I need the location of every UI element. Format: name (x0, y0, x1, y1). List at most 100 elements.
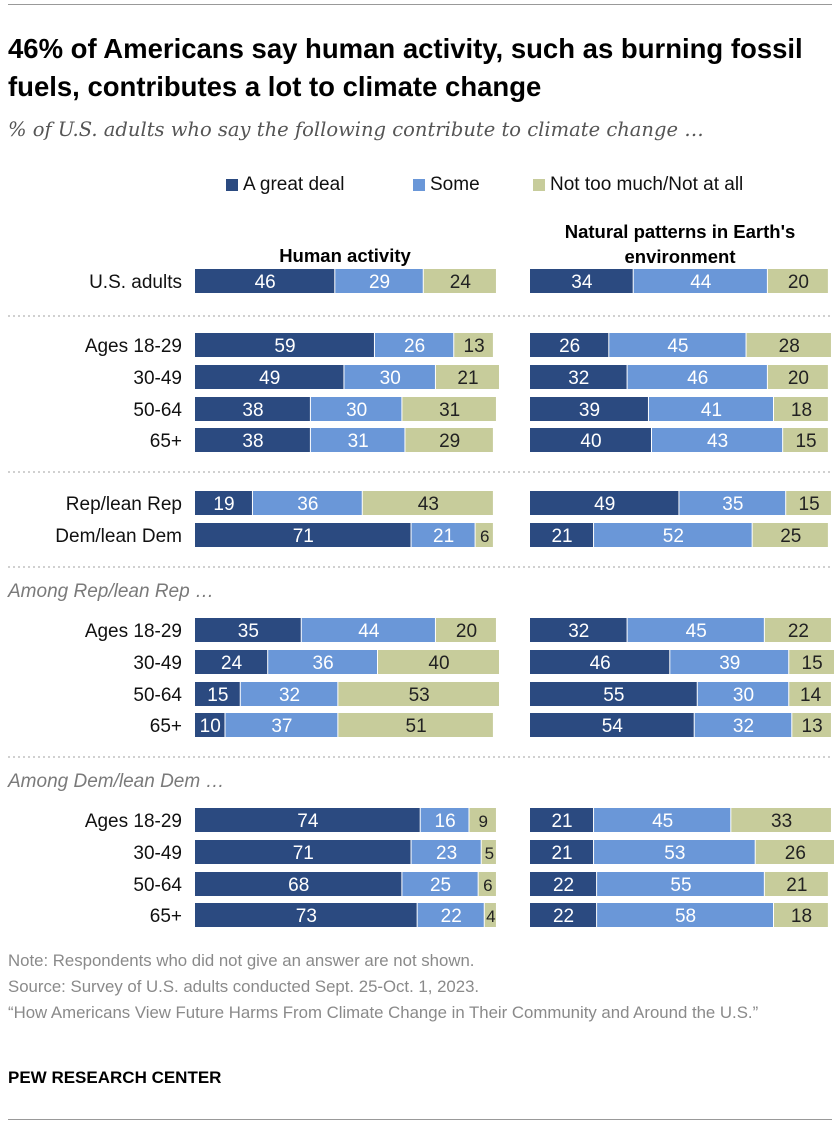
bar-segment-natural-great-deal (530, 333, 609, 357)
bar-segment-natural-great-deal (530, 618, 627, 642)
bar-value-label: 9 (478, 812, 487, 831)
bar-value-label: 71 (293, 526, 314, 547)
bar-segment-natural-not-much (774, 397, 828, 421)
bar-value-label: 22 (441, 906, 462, 927)
bar-segment-human-not-much (454, 333, 493, 357)
bar-value-label: 53 (409, 685, 430, 706)
row-label: 30-49 (133, 843, 182, 864)
bar-segment-human-some (268, 650, 377, 674)
bar-value-label: 21 (551, 526, 572, 547)
bar-value-label: 20 (788, 272, 809, 293)
bar-value-label: 74 (297, 811, 319, 832)
bar-value-label: 32 (279, 685, 300, 706)
bar-value-label: 24 (450, 272, 472, 293)
group-header: Among Rep/lean Rep … (7, 581, 214, 602)
bar-segment-human-great-deal (195, 333, 374, 357)
bar-value-label: 45 (667, 336, 688, 357)
bar-segment-natural-some (594, 523, 752, 547)
bar-segment-natural-some (594, 840, 755, 864)
bar-segment-natural-great-deal (530, 682, 697, 706)
bar-segment-natural-not-much (752, 523, 828, 547)
legend-label-some: Some (430, 174, 480, 195)
source-text: Source: Survey of U.S. adults conducted … (8, 977, 480, 996)
bar-segment-natural-great-deal (530, 872, 597, 896)
bar-value-label: 44 (358, 621, 380, 642)
bar-segment-natural-not-much (755, 840, 834, 864)
bar-segment-natural-some (627, 618, 764, 642)
bar-segment-human-not-much (423, 269, 496, 293)
row-label: Rep/lean Rep (66, 494, 182, 515)
bar-value-label: 22 (788, 621, 809, 642)
note-text: Note: Respondents who did not give an an… (8, 951, 475, 970)
bar-value-label: 39 (579, 400, 600, 421)
bar-value-label: 23 (436, 843, 457, 864)
bar-segment-human-some (374, 333, 454, 357)
bar-value-label: 25 (780, 526, 801, 547)
row-label: 50-64 (133, 400, 182, 421)
bar-segment-human-not-much (469, 808, 496, 832)
bar-value-label: 15 (207, 685, 228, 706)
bar-segment-human-some (310, 428, 405, 452)
bar-segment-human-not-much (435, 618, 496, 642)
row-label: 65+ (150, 906, 182, 927)
bar-segment-natural-not-much (764, 872, 828, 896)
bar-value-label: 36 (297, 494, 318, 515)
bar-segment-natural-great-deal (530, 650, 670, 674)
bar-value-label: 15 (799, 494, 820, 515)
bar-value-label: 18 (791, 400, 812, 421)
bar-segment-human-some (420, 808, 469, 832)
row-label: 30-49 (133, 653, 182, 674)
panel-title-natural-patterns-line1: Natural patterns in Earth's (565, 221, 796, 242)
bar-value-label: 5 (485, 844, 494, 863)
bar-segment-human-great-deal (195, 872, 402, 896)
bar-value-label: 15 (795, 431, 816, 452)
bar-segment-natural-great-deal (530, 713, 694, 737)
bar-value-label: 71 (293, 843, 314, 864)
bar-segment-natural-some (670, 650, 789, 674)
bar-value-label: 73 (296, 906, 317, 927)
bar-segment-natural-great-deal (530, 840, 594, 864)
legend-swatch-some (413, 179, 425, 191)
bar-segment-natural-great-deal (530, 523, 594, 547)
bar-segment-human-some (301, 618, 435, 642)
legend: A great deal Some Not too much/Not at al… (0, 174, 840, 200)
bar-segment-human-great-deal (195, 365, 344, 389)
bar-value-label: 26 (404, 336, 425, 357)
bar-value-label: 52 (663, 526, 684, 547)
bar-segment-natural-great-deal (530, 397, 648, 421)
row-label: 30-49 (133, 368, 182, 389)
row-label: Ages 18-29 (85, 621, 182, 642)
bar-value-label: 36 (313, 653, 334, 674)
bar-value-label: 58 (675, 906, 696, 927)
bar-value-label: 21 (433, 526, 454, 547)
bar-value-label: 40 (428, 653, 449, 674)
bottom-rule (8, 1119, 832, 1120)
bar-segment-human-not-much (484, 903, 496, 927)
bar-value-label: 51 (406, 716, 427, 737)
bar-value-label: 25 (430, 875, 451, 896)
bar-segment-human-not-much (338, 713, 493, 737)
bar-value-label: 31 (348, 431, 369, 452)
bar-value-label: 26 (785, 843, 806, 864)
bar-segment-natural-not-much (764, 618, 831, 642)
bar-segment-human-some (344, 365, 435, 389)
row-label: 50-64 (133, 685, 182, 706)
top-rule (8, 4, 832, 5)
source-notes: Note: Respondents who did not give an an… (8, 948, 828, 1026)
bar-value-label: 53 (664, 843, 685, 864)
bar-value-label: 44 (690, 272, 712, 293)
bar-segment-human-not-much (378, 650, 499, 674)
bar-segment-natural-great-deal (530, 903, 597, 927)
bar-value-label: 35 (722, 494, 743, 515)
bar-segment-human-some (335, 269, 423, 293)
bar-segment-natural-not-much (767, 365, 828, 389)
bar-value-label: 30 (380, 368, 401, 389)
bar-segment-human-some (225, 713, 338, 737)
bar-value-label: 37 (271, 716, 292, 737)
chart-title: 46% of Americans say human activity, suc… (8, 33, 803, 102)
legend-item-some: Some (413, 174, 480, 196)
bar-value-label: 46 (255, 272, 276, 293)
bar-segment-human-not-much (475, 523, 493, 547)
bar-value-label: 6 (480, 527, 489, 546)
group-header: Among Dem/lean Dem … (7, 771, 224, 792)
